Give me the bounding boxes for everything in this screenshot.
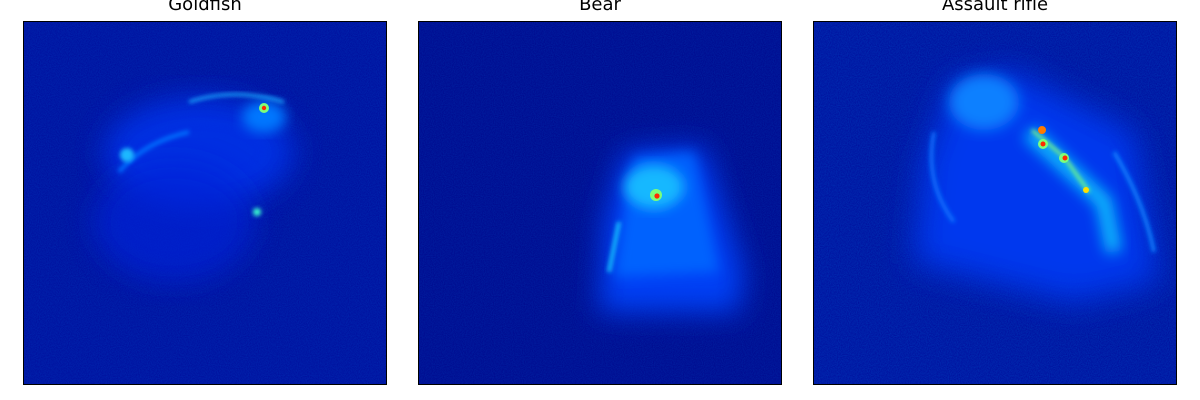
saliency-heatmap (23, 21, 387, 385)
panel-goldfish: Goldfish (23, 0, 387, 400)
heatmap-image (814, 22, 1176, 384)
heatmap-image (24, 22, 386, 384)
panel-title: Goldfish (168, 0, 242, 15)
panel-bear: Bear (418, 0, 782, 400)
panel-assault-rifle: Assault rifle (813, 0, 1177, 400)
panel-title: Assault rifle (941, 0, 1049, 15)
panel-title: Bear (579, 0, 621, 15)
heatmap-image (419, 22, 781, 384)
saliency-heatmap (813, 21, 1177, 385)
saliency-heatmap (418, 21, 782, 385)
